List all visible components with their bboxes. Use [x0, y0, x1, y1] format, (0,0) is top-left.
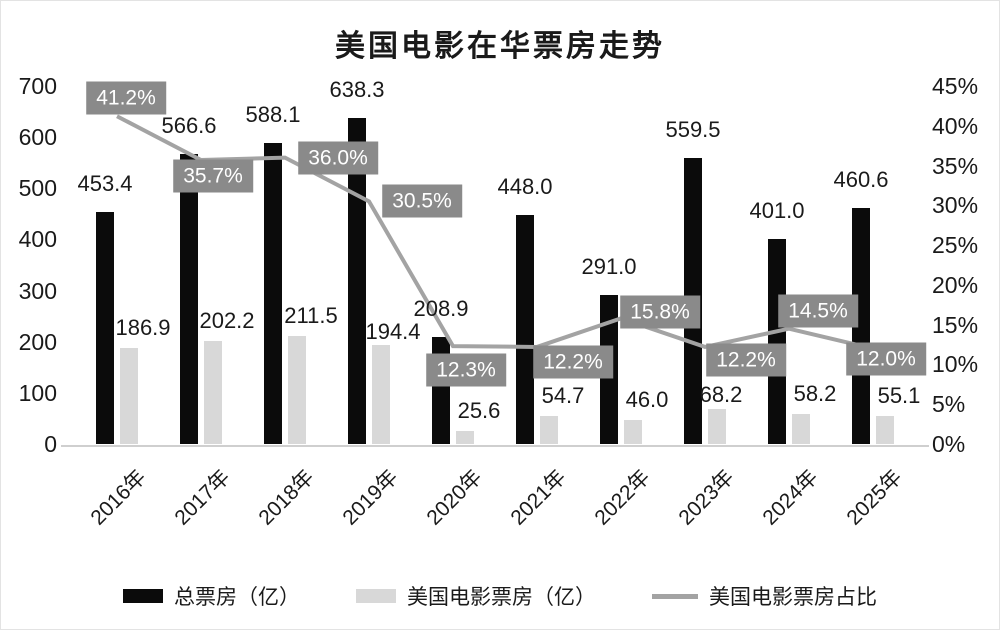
legend-label: 美国电影票房占比	[709, 586, 877, 609]
legend-item-0: 总票房（亿）	[123, 581, 300, 611]
us-value-label: 25.6	[457, 397, 501, 423]
us-value-label: 54.7	[541, 383, 585, 409]
us-value-label: 211.5	[284, 302, 338, 328]
y-axis-tick-right: 5%	[932, 391, 966, 418]
legend-item-2: 美国电影票房占比	[652, 581, 877, 611]
y-axis-tick-right: 15%	[932, 311, 979, 338]
total-bar	[264, 143, 282, 444]
total-value-label: 291.0	[581, 254, 637, 280]
us-value-label: 186.9	[115, 315, 171, 341]
pct-label-box: 35.7%	[173, 159, 253, 193]
us-value-label: 202.2	[199, 307, 255, 333]
us-bar	[624, 420, 642, 444]
total-value-label: 208.9	[413, 296, 469, 322]
total-value-label: 453.4	[77, 171, 133, 197]
us-bar	[204, 340, 222, 444]
legend-item-1: 美国电影票房（亿）	[356, 581, 596, 611]
legend-line-swatch	[652, 593, 698, 599]
x-axis-tick: 2025年	[842, 465, 907, 530]
x-axis-tick: 2020年	[422, 465, 487, 530]
y-axis-tick-left: 600	[18, 124, 57, 151]
us-bar	[456, 430, 474, 444]
total-value-label: 588.1	[245, 102, 301, 128]
total-value-label: 448.0	[497, 173, 553, 199]
pct-label-box: 12.2%	[533, 345, 613, 379]
pct-label-box: 12.3%	[426, 353, 506, 387]
x-axis-tick: 2018年	[254, 465, 319, 530]
y-axis-tick-left: 400	[18, 226, 57, 253]
us-value-label: 55.1	[877, 382, 921, 408]
us-bar	[540, 416, 558, 444]
y-axis-tick-right: 40%	[932, 112, 979, 139]
x-axis-tick: 2023年	[674, 465, 739, 530]
y-axis-tick-left: 100	[18, 379, 57, 406]
total-value-label: 460.6	[833, 167, 889, 193]
total-value-label: 401.0	[749, 197, 805, 223]
total-bar	[768, 238, 786, 444]
us-bar	[708, 409, 726, 444]
y-axis-tick-left: 200	[18, 328, 57, 355]
us-value-label: 46.0	[625, 387, 669, 413]
legend-bar-swatch	[123, 589, 163, 603]
legend-label: 总票房（亿）	[174, 586, 300, 609]
x-axis-tick: 2024年	[758, 465, 823, 530]
us-bar	[288, 335, 306, 444]
us-value-label: 68.2	[699, 382, 743, 408]
pct-label-box: 41.2%	[86, 81, 166, 115]
x-axis-tick: 2022年	[590, 465, 655, 530]
y-axis-tick-left: 0	[44, 431, 57, 457]
us-bar	[372, 344, 390, 444]
total-bar	[180, 154, 198, 444]
y-axis-tick-right: 25%	[932, 232, 979, 259]
total-value-label: 559.5	[665, 116, 721, 142]
us-bar	[876, 415, 894, 444]
chart-title: 美国电影在华票房走势	[335, 30, 665, 63]
us-bar	[120, 348, 138, 444]
y-axis-tick-right: 10%	[932, 351, 979, 378]
y-axis-tick-left: 700	[18, 73, 57, 99]
legend-label: 美国电影票房（亿）	[407, 586, 596, 609]
y-axis-tick-left: 500	[18, 175, 57, 202]
y-axis-tick-right: 35%	[932, 152, 979, 179]
legend-bar-swatch	[356, 589, 396, 603]
pct-label-box: 15.8%	[620, 295, 700, 329]
x-axis-tick: 2021年	[506, 465, 571, 530]
total-value-label: 566.6	[161, 113, 217, 139]
y-axis-tick-right: 20%	[932, 271, 979, 298]
y-axis-tick-right: 45%	[932, 73, 979, 99]
pct-label-box: 30.5%	[382, 184, 462, 218]
total-bar	[96, 212, 114, 444]
us-bar	[792, 414, 810, 444]
y-axis-tick-right: 30%	[932, 192, 979, 219]
x-axis-line	[61, 445, 929, 447]
us-value-label: 194.4	[365, 318, 421, 344]
x-axis-tick: 2017年	[170, 465, 235, 530]
y-axis-tick-right: 0%	[932, 431, 966, 457]
total-value-label: 638.3	[329, 76, 385, 102]
pct-label-box: 36.0%	[298, 141, 378, 175]
pct-label-box: 12.0%	[846, 342, 926, 376]
y-axis-tick-left: 300	[18, 277, 57, 304]
us-value-label: 58.2	[793, 381, 837, 407]
legend: 总票房（亿） 美国电影票房（亿） 美国电影票房占比	[1, 581, 999, 611]
pct-label-box: 14.5%	[778, 294, 858, 328]
x-axis-tick: 2016年	[86, 465, 151, 530]
x-axis-tick: 2019年	[338, 465, 403, 530]
pct-label-box: 12.2%	[706, 343, 786, 377]
